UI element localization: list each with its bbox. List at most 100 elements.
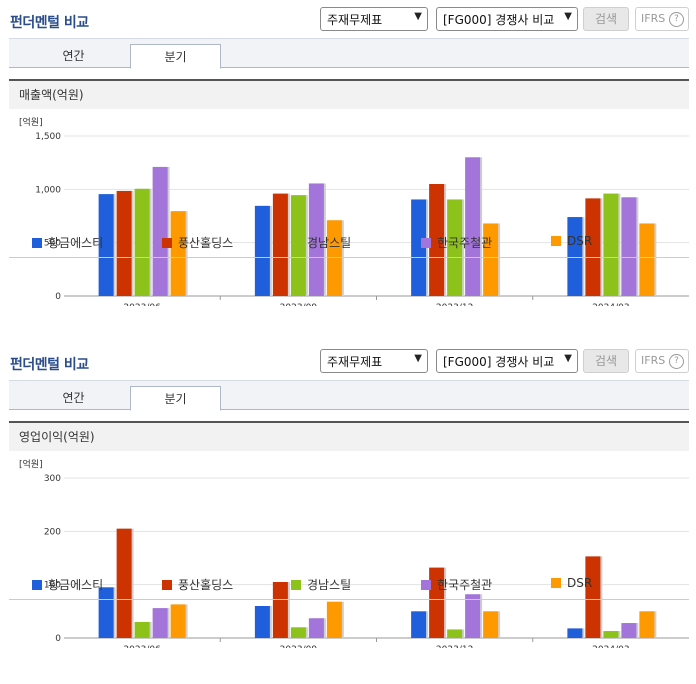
search-button[interactable]: 검색 [583,7,629,31]
legend-label: 한국주철관 [437,578,493,592]
bar [639,223,655,296]
bar [290,627,306,638]
statement-type-select[interactable]: 주재무제표 ▼ [320,7,428,31]
bar [585,556,601,638]
bar [116,528,132,638]
legend-item[interactable]: DSR [551,234,592,248]
x-tick-label: 2023/06 [123,303,161,306]
bar [621,623,637,638]
y-tick-label: 0 [55,292,61,302]
bar [254,205,270,296]
bar [483,223,499,296]
bar [134,188,150,296]
search-button[interactable]: 검색 [583,349,629,373]
y-tick-label: 0 [55,634,61,644]
fundamental-panel-operating-profit: 펀더멘털 비교 주재무제표 ▼ [FG000] 경쟁사 비교 ▼ 검색 IFRS… [0,342,696,684]
legend-label: 풍산홀딩스 [178,236,234,250]
divider [9,257,689,258]
y-tick-label: 200 [44,527,61,537]
chart-legend: 황금에스티 풍산홀딩스 경남스틸 한국주철관 DSR [0,234,696,252]
bar [429,567,445,638]
peer-group-select[interactable]: [FG000] 경쟁사 비교 ▼ [436,349,578,373]
legend-swatch [421,580,431,590]
chevron-down-icon: ▼ [414,11,422,22]
legend-label: 한국주철관 [437,236,493,250]
bar [603,193,619,296]
bar [411,199,427,296]
bar [429,184,445,296]
tab-annual[interactable]: 연간 [62,49,85,63]
period-tabs: 연간 분기 [9,38,689,69]
bar [567,628,583,638]
ifrs-button[interactable]: IFRS ? [635,7,689,31]
legend-swatch [551,578,561,588]
legend-label: 풍산홀딩스 [178,578,234,592]
peer-group-value: [FG000] 경쟁사 비교 [443,355,555,369]
legend-swatch [291,238,301,248]
bar [447,199,463,296]
legend-item[interactable]: 경남스틸 [291,576,351,593]
bar [308,183,324,296]
x-tick-label: 2024/03 [592,303,629,306]
tab-quarterly[interactable]: 분기 [130,386,221,411]
x-tick-label: 2023/06 [123,645,161,648]
legend-item[interactable]: 한국주철관 [421,576,492,593]
bar [308,618,324,638]
statement-type-value: 주재무제표 [327,13,383,27]
y-axis-unit-label: [억원] [19,458,43,470]
ifrs-label: IFRS [641,354,666,367]
y-tick-label: 100 [44,581,61,591]
legend-label: 황금에스티 [48,578,104,592]
divider [9,599,689,600]
bar [134,622,150,638]
peer-group-value: [FG000] 경쟁사 비교 [443,13,555,27]
bar [567,217,583,296]
bar [585,198,601,296]
statement-type-select[interactable]: 주재무제표 ▼ [320,349,428,373]
panel-title: 펀더멘털 비교 [10,15,89,31]
tab-annual[interactable]: 연간 [62,391,85,405]
help-icon[interactable]: ? [669,12,684,27]
chevron-down-icon: ▼ [564,11,572,22]
legend-item[interactable]: 경남스틸 [291,234,351,251]
bar-chart: [억원] 0 100 200 300 2023/06 2023/09 2023/12 2024/… [19,458,689,648]
x-tick-label: 2023/12 [436,303,473,306]
x-tick-label: 2023/09 [280,645,318,648]
tab-quarterly[interactable]: 분기 [130,44,221,69]
legend-item[interactable]: DSR [551,576,592,590]
peer-group-select[interactable]: [FG000] 경쟁사 비교 ▼ [436,7,578,31]
bar [152,608,168,638]
panel-title: 펀더멘털 비교 [10,357,89,373]
ifrs-button[interactable]: IFRS ? [635,349,689,373]
bar-chart: [억원] 0 500 1,000 1,500 2023/06 2023/09 2023/12 2… [19,116,689,306]
legend-label: DSR [567,234,593,248]
legend-item[interactable]: 황금에스티 [32,234,103,251]
bar [98,587,114,638]
period-tabs: 연간 분기 [9,380,689,411]
section-title: 매출액(억원) [9,79,689,109]
y-tick-label: 1,000 [35,185,61,195]
bar [170,211,186,296]
chart-legend: 황금에스티 풍산홀딩스 경남스틸 한국주철관 DSR [0,576,696,594]
bar [254,606,270,638]
bar [465,594,481,638]
statement-type-value: 주재무제표 [327,355,383,369]
help-icon[interactable]: ? [669,354,684,369]
x-tick-label: 2023/12 [436,645,473,648]
bar [116,190,132,296]
panel-header: 펀더멘털 비교 주재무제표 ▼ [FG000] 경쟁사 비교 ▼ 검색 IFRS… [0,0,696,36]
y-axis-unit-label: [억원] [19,116,43,128]
legend-item[interactable]: 풍산홀딩스 [162,234,233,251]
bar [152,166,168,296]
bar [326,220,342,296]
legend-item[interactable]: 황금에스티 [32,576,103,593]
bar [326,601,342,638]
legend-swatch [162,238,172,248]
legend-label: 경남스틸 [307,578,352,592]
legend-swatch [32,580,42,590]
bar [447,629,463,638]
legend-item[interactable]: 한국주철관 [421,234,492,251]
bar [483,611,499,638]
ifrs-label: IFRS [641,12,666,25]
legend-item[interactable]: 풍산홀딩스 [162,576,233,593]
